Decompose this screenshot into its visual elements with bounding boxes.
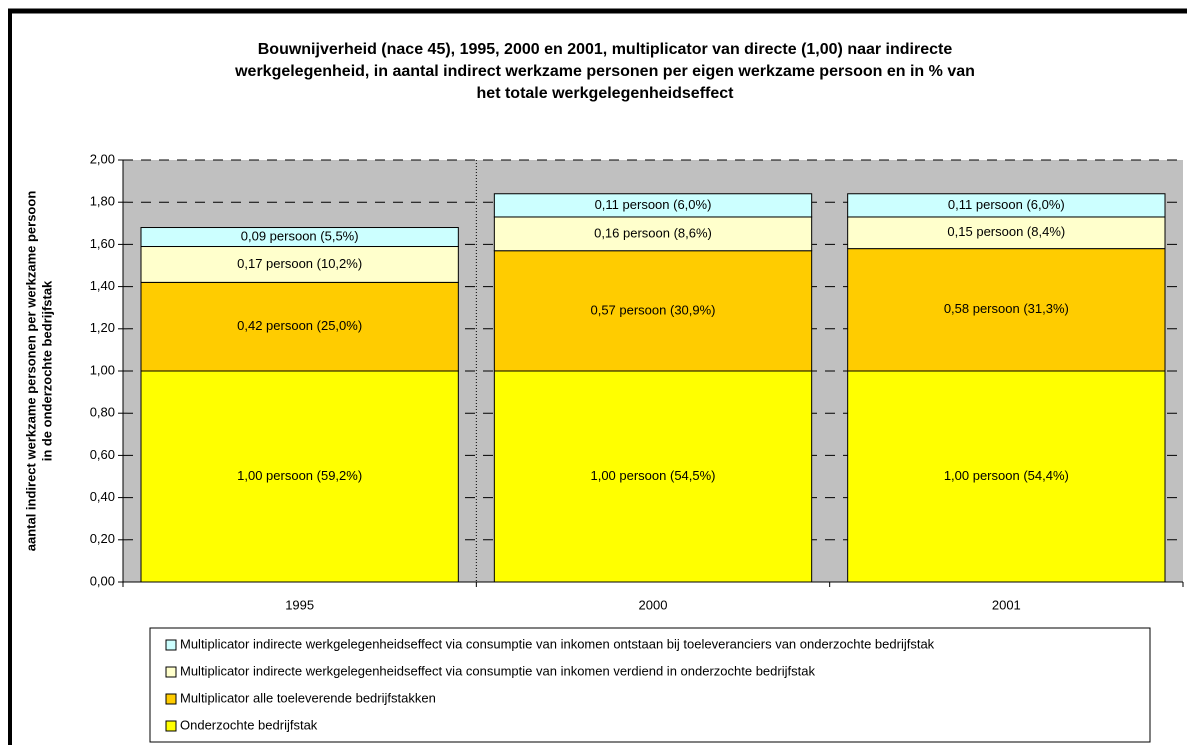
y-axis-label: aantal indirect werkzame personen per we… [23,191,38,552]
y-tick-label: 0,60 [90,447,115,462]
data-label: 0,58 persoon (31,3%) [944,301,1069,316]
data-label: 0,17 persoon (10,2%) [237,256,362,271]
legend-swatch [165,693,177,705]
data-label: 0,15 persoon (8,4%) [947,224,1065,239]
chart-title: Bouwnijverheid (nace 45), 1995, 2000 en … [258,41,953,58]
y-tick-label: 1,20 [90,320,115,335]
data-label: 0,16 persoon (8,6%) [594,225,712,240]
data-label: 1,00 persoon (59,2%) [237,468,362,483]
y-tick-label: 0,00 [90,573,115,588]
data-label: 0,42 persoon (25,0%) [237,318,362,333]
x-tick-label: 2000 [639,597,668,612]
y-tick-label: 1,60 [90,236,115,251]
bar-segment [493,250,813,372]
bar-segment [493,370,813,583]
legend-swatch [165,639,177,651]
bar-segment [493,216,813,252]
legend-swatch [165,720,177,732]
y-tick-label: 1,80 [90,194,115,209]
data-label: 1,00 persoon (54,4%) [944,468,1069,483]
y-tick-label: 2,00 [90,151,115,166]
bar-segment [847,370,1166,583]
x-tick-label: 2001 [992,597,1021,612]
y-tick-label: 0,40 [90,489,115,504]
bar-segment [847,216,1166,250]
x-tick-label: 1995 [285,597,314,612]
y-tick-label: 1,00 [90,362,115,377]
y-tick-label: 1,40 [90,278,115,293]
legend-swatch [165,666,177,678]
chart-title: werkgelegenheid, in aantal indirect werk… [234,63,975,80]
data-label: 1,00 persoon (54,5%) [590,468,715,483]
y-axis-label: in de onderzochte bedrijfstak [39,280,54,461]
bar-segment [140,281,459,372]
bar-segment [140,246,459,283]
data-label: 0,11 persoon (6,0%) [595,197,712,212]
legend-label: Multiplicator indirecte werkgelegenheids… [180,636,935,651]
bar-segment [140,370,459,583]
data-label: 0,09 persoon (5,5%) [241,228,359,243]
bar-segment [847,248,1166,372]
chart-title: het totale werkgelegenheidseffect [477,85,735,102]
bar-segment [140,227,459,248]
bar-segment [493,193,813,218]
y-tick-label: 0,20 [90,531,115,546]
legend-label: Multiplicator alle toeleverende bedrijfs… [180,690,436,705]
legend-box [149,627,1151,743]
legend-label: Onderzochte bedrijfstak [180,717,318,732]
bar-segment [847,193,1166,218]
legend-label: Multiplicator indirecte werkgelegenheids… [180,663,815,678]
data-label: 0,11 persoon (6,0%) [948,197,1065,212]
data-label: 0,57 persoon (30,9%) [590,302,715,317]
y-tick-label: 0,80 [90,405,115,420]
